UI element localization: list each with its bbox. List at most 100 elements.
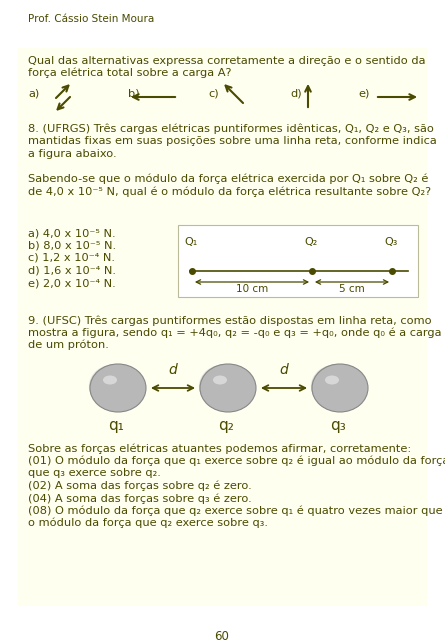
Ellipse shape <box>200 364 256 412</box>
Ellipse shape <box>312 364 367 412</box>
FancyBboxPatch shape <box>18 48 427 606</box>
Ellipse shape <box>199 364 252 410</box>
Text: d): d) <box>290 88 302 98</box>
Ellipse shape <box>200 364 255 411</box>
Ellipse shape <box>89 364 142 410</box>
Text: de 4,0 x 10⁻⁵ N, qual é o módulo da força elétrica resultante sobre Q₂?: de 4,0 x 10⁻⁵ N, qual é o módulo da forç… <box>28 186 431 197</box>
Ellipse shape <box>89 364 140 408</box>
Ellipse shape <box>89 364 140 408</box>
Text: mantidas fixas em suas posições sobre uma linha reta, conforme indica: mantidas fixas em suas posições sobre um… <box>28 136 437 147</box>
Text: 8. (UFRGS) Três cargas elétricas puntiformes idênticas, Q₁, Q₂ e Q₃, são: 8. (UFRGS) Três cargas elétricas puntifo… <box>28 124 434 134</box>
Ellipse shape <box>311 364 362 408</box>
Ellipse shape <box>90 364 145 411</box>
Ellipse shape <box>89 364 143 410</box>
Text: 10 cm: 10 cm <box>236 284 268 294</box>
Ellipse shape <box>200 364 255 412</box>
Text: a) 4,0 x 10⁻⁵ N.: a) 4,0 x 10⁻⁵ N. <box>28 228 116 238</box>
Ellipse shape <box>311 364 361 408</box>
Text: Sobre as forças elétricas atuantes podemos afirmar, corretamente:: Sobre as forças elétricas atuantes podem… <box>28 443 411 454</box>
Text: (01) O módulo da força que q₁ exerce sobre q₂ é igual ao módulo da força: (01) O módulo da força que q₁ exerce sob… <box>28 456 445 466</box>
Text: (08) O módulo da força que q₂ exerce sobre q₁ é quatro vezes maior que: (08) O módulo da força que q₂ exerce sob… <box>28 506 443 516</box>
Ellipse shape <box>199 364 250 408</box>
Ellipse shape <box>312 364 367 412</box>
Text: Q₁: Q₁ <box>184 237 198 247</box>
Text: Sabendo-se que o módulo da força elétrica exercida por Q₁ sobre Q₂ é: Sabendo-se que o módulo da força elétric… <box>28 174 429 184</box>
Text: que q₃ exerce sobre q₂.: que q₃ exerce sobre q₂. <box>28 468 161 478</box>
Ellipse shape <box>89 364 142 410</box>
Ellipse shape <box>90 364 146 412</box>
Ellipse shape <box>199 364 251 409</box>
Ellipse shape <box>312 364 368 412</box>
Ellipse shape <box>312 364 366 411</box>
Ellipse shape <box>200 364 255 412</box>
Ellipse shape <box>312 364 368 412</box>
Ellipse shape <box>89 364 143 410</box>
Ellipse shape <box>103 376 117 385</box>
Ellipse shape <box>312 364 366 411</box>
Ellipse shape <box>312 364 367 411</box>
Text: a figura abaixo.: a figura abaixo. <box>28 149 117 159</box>
Ellipse shape <box>312 364 365 410</box>
Ellipse shape <box>90 364 146 412</box>
Ellipse shape <box>200 364 255 412</box>
Ellipse shape <box>89 364 143 410</box>
Text: d) 1,6 x 10⁻⁴ N.: d) 1,6 x 10⁻⁴ N. <box>28 266 116 275</box>
Text: Prof. Cássio Stein Moura: Prof. Cássio Stein Moura <box>28 14 154 24</box>
Ellipse shape <box>311 364 363 408</box>
Ellipse shape <box>89 364 141 408</box>
Text: q₃: q₃ <box>330 418 346 433</box>
FancyBboxPatch shape <box>178 225 418 297</box>
Ellipse shape <box>325 376 339 385</box>
Ellipse shape <box>311 364 361 408</box>
Ellipse shape <box>312 364 365 410</box>
Text: c): c) <box>208 88 218 98</box>
Ellipse shape <box>312 364 368 412</box>
Text: c) 1,2 x 10⁻⁴ N.: c) 1,2 x 10⁻⁴ N. <box>28 253 115 263</box>
Ellipse shape <box>89 364 140 408</box>
Ellipse shape <box>311 364 364 409</box>
Ellipse shape <box>199 364 250 408</box>
Ellipse shape <box>89 364 142 409</box>
Ellipse shape <box>199 364 250 408</box>
Text: de um próton.: de um próton. <box>28 340 109 351</box>
Ellipse shape <box>200 364 256 412</box>
Ellipse shape <box>89 364 142 409</box>
Text: q₂: q₂ <box>218 418 234 433</box>
Ellipse shape <box>199 364 249 408</box>
Ellipse shape <box>199 364 253 410</box>
Ellipse shape <box>90 364 146 412</box>
Text: (04) A soma das forças sobre q₃ é zero.: (04) A soma das forças sobre q₃ é zero. <box>28 493 252 504</box>
Text: Q₃: Q₃ <box>384 237 398 247</box>
Text: a): a) <box>28 88 39 98</box>
Ellipse shape <box>199 364 251 408</box>
Text: d: d <box>169 363 178 377</box>
Ellipse shape <box>312 364 364 410</box>
Ellipse shape <box>199 364 253 410</box>
Ellipse shape <box>200 364 254 411</box>
Text: Q₂: Q₂ <box>304 237 318 247</box>
Ellipse shape <box>200 364 254 411</box>
Text: d: d <box>279 363 288 377</box>
Ellipse shape <box>311 364 362 408</box>
Text: força elétrica total sobre a carga A?: força elétrica total sobre a carga A? <box>28 68 231 79</box>
Text: e): e) <box>358 88 369 98</box>
Ellipse shape <box>199 364 252 409</box>
Ellipse shape <box>90 364 144 411</box>
Ellipse shape <box>312 364 365 410</box>
Ellipse shape <box>311 364 363 409</box>
Ellipse shape <box>311 364 364 409</box>
Ellipse shape <box>199 364 252 410</box>
Text: b): b) <box>128 88 140 98</box>
Text: mostra a figura, sendo q₁ = +4q₀, q₂ = -q₀ e q₃ = +q₀, onde q₀ é a carga: mostra a figura, sendo q₁ = +4q₀, q₂ = -… <box>28 328 441 338</box>
Ellipse shape <box>89 364 141 409</box>
Ellipse shape <box>89 364 144 411</box>
Text: 9. (UFSC) Três cargas puntiformes estão dispostas em linha reta, como: 9. (UFSC) Três cargas puntiformes estão … <box>28 315 432 326</box>
Text: q₁: q₁ <box>108 418 124 433</box>
Ellipse shape <box>312 364 364 410</box>
Text: e) 2,0 x 10⁻⁴ N.: e) 2,0 x 10⁻⁴ N. <box>28 278 116 288</box>
Ellipse shape <box>199 364 254 410</box>
Text: o módulo da força que q₂ exerce sobre q₃.: o módulo da força que q₂ exerce sobre q₃… <box>28 518 268 529</box>
Text: b) 8,0 x 10⁻⁵ N.: b) 8,0 x 10⁻⁵ N. <box>28 241 116 250</box>
Ellipse shape <box>90 364 145 412</box>
Ellipse shape <box>89 364 139 408</box>
